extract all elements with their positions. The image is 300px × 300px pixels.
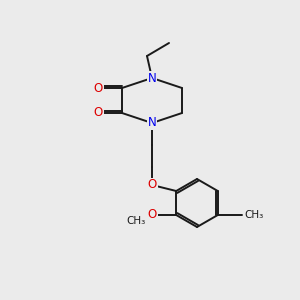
Text: O: O (148, 208, 157, 221)
Text: O: O (93, 106, 103, 119)
Text: O: O (147, 178, 157, 191)
Text: N: N (148, 116, 156, 130)
Text: O: O (93, 82, 103, 94)
Text: CH₃: CH₃ (127, 216, 146, 226)
Text: N: N (148, 71, 156, 85)
Text: CH₃: CH₃ (244, 210, 263, 220)
